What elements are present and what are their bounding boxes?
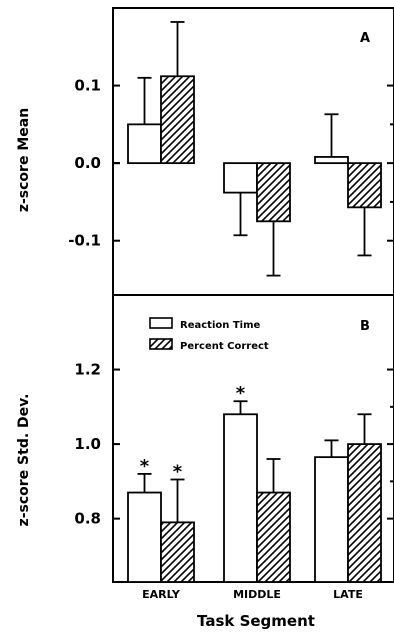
bar-percent-correct-middle (256, 162, 291, 223)
ytick-label: 0.1 (74, 77, 101, 95)
significance-marker: * (173, 462, 183, 483)
bar-reaction-time-middle (223, 413, 258, 583)
panel-a-bars (127, 21, 382, 277)
panel-b-yaxis: 0.8 1.0 1.2 (74, 361, 394, 528)
panel-b-ylabel: z-score Std. Dev. (16, 394, 32, 527)
significance-marker: * (236, 383, 246, 404)
bar-percent-correct-early (160, 521, 195, 583)
ytick-label: 0.8 (74, 510, 101, 528)
panel-b: 0.8 1.0 1.2 * * * B z-score Std. Dev. Reacti… (16, 294, 394, 630)
ytick-label: 1.0 (74, 435, 101, 453)
bar-percent-correct-late (347, 443, 382, 583)
significance-marker: * (140, 456, 150, 477)
ytick-label: 1.2 (74, 361, 101, 379)
bar-reaction-time-early (127, 123, 162, 165)
panel-a: -0.1 0.0 0.1 A z-score Mean (16, 7, 394, 296)
bar-percent-correct-late (347, 162, 382, 209)
legend-swatch-percent-correct (149, 338, 173, 350)
bar-percent-correct-early (160, 75, 195, 165)
panel-b-bars: * * * (127, 383, 382, 583)
bar-reaction-time-late (314, 156, 349, 165)
x-category-label-middle: MIDDLE (233, 588, 281, 601)
panel-a-yaxis: -0.1 0.0 0.1 (68, 77, 394, 250)
x-category-labels: EARLY MIDDLE LATE (142, 588, 363, 601)
legend-label-reaction-time: Reaction Time (180, 320, 261, 331)
bar-percent-correct-middle (256, 491, 291, 583)
legend: Reaction Time Percent Correct (149, 317, 269, 352)
bar-reaction-time-early (127, 491, 162, 583)
x-category-label-early: EARLY (142, 588, 181, 601)
legend-swatch-reaction-time (149, 317, 173, 329)
panel-b-label: B (360, 319, 370, 334)
ytick-label: -0.1 (68, 232, 101, 250)
panel-a-ylabel: z-score Mean (16, 108, 32, 212)
bar-reaction-time-middle (223, 162, 258, 194)
legend-label-percent-correct: Percent Correct (180, 341, 269, 352)
bar-reaction-time-late (314, 456, 349, 583)
x-category-label-late: LATE (333, 588, 363, 601)
ytick-label: 0.0 (74, 154, 101, 172)
panel-a-label: A (360, 31, 370, 46)
x-axis-title: Task Segment (197, 612, 315, 630)
